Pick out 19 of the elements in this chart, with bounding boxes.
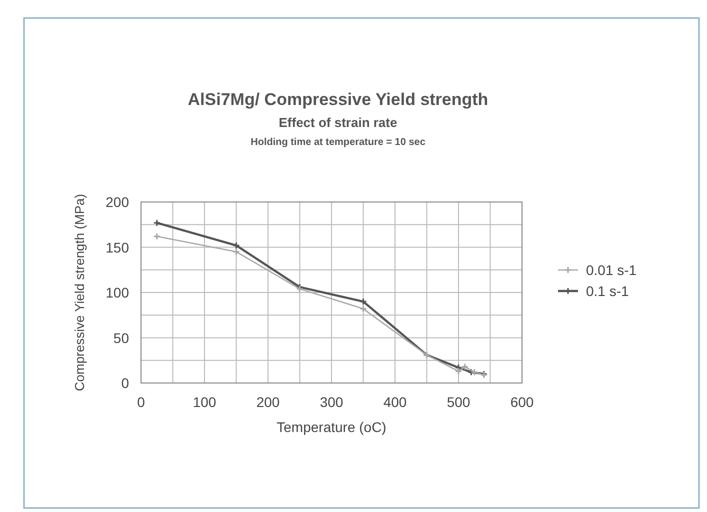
text: Holding time at temperature = 10 sec — [250, 137, 426, 148]
legend-label: 0.1 s-1 — [586, 283, 630, 299]
x-tick-label: 400 — [383, 394, 407, 410]
x-tick-label: 600 — [510, 394, 534, 410]
x-tick-label: 300 — [320, 394, 344, 410]
x-tick-label: 500 — [446, 394, 470, 410]
y-tick-label: 150 — [106, 239, 130, 256]
x-tick-label: 0 — [137, 394, 146, 410]
x-tick-label: 100 — [192, 394, 216, 410]
y-axis-title: Compressive Yield strength (MPa) — [72, 194, 87, 392]
y-tick-label: 100 — [106, 284, 130, 300]
legend-label: 0.01 s-1 — [586, 262, 637, 278]
chart-title: AlSi7Mg/ Compressive Yield strength — [188, 90, 488, 109]
y-tick-label: 0 — [121, 375, 130, 391]
y-tick-label: 50 — [113, 330, 130, 346]
x-axis-title: Temperature (oC) — [276, 419, 386, 435]
chart-subtitle: Effect of strain rate — [278, 115, 398, 130]
x-tick-label: 200 — [256, 394, 280, 410]
y-tick-label: 200 — [106, 194, 130, 210]
